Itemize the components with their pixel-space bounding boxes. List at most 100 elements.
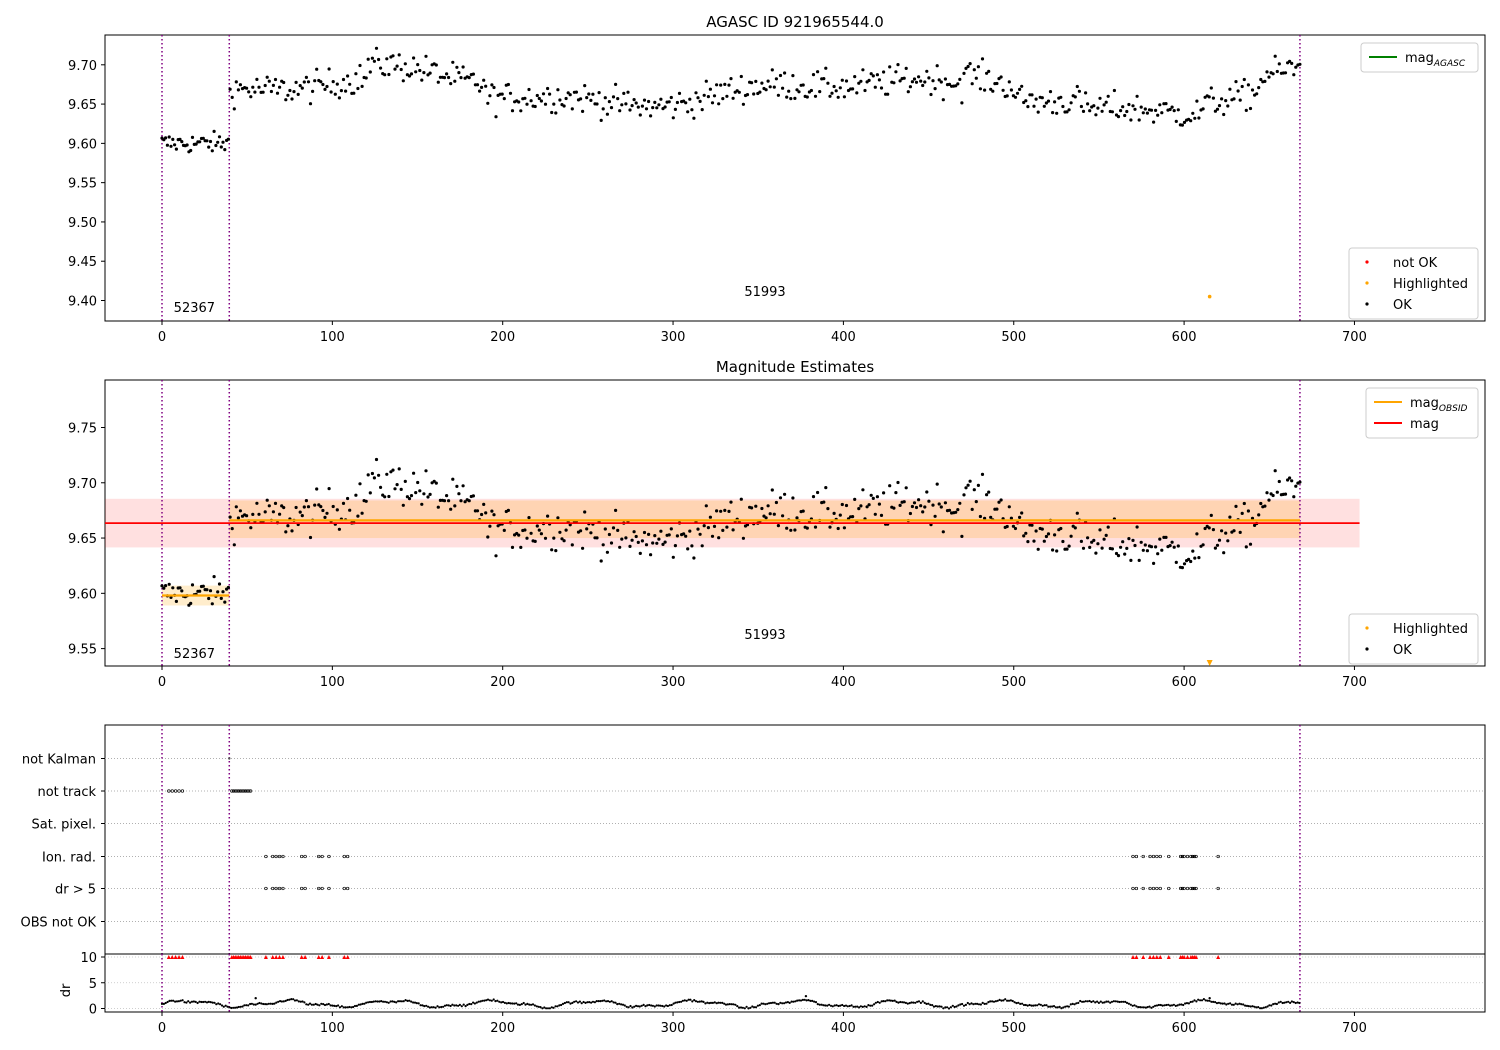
estimates-ok-point	[1244, 545, 1248, 549]
estimates-ok-point	[1139, 540, 1143, 544]
estimates-ok-point	[300, 514, 304, 518]
estimates-ok-point	[620, 537, 624, 541]
agasc-ok-point	[1053, 100, 1057, 104]
agasc-ok-point	[1149, 108, 1154, 112]
estimates-ok-point	[257, 512, 261, 516]
agasc-ok-point	[221, 140, 225, 144]
dr-point	[427, 1005, 430, 1008]
dr-point	[711, 1001, 715, 1005]
agasc-ok-point	[791, 74, 795, 78]
dr-point	[1120, 1000, 1123, 1003]
dr-point	[172, 999, 175, 1002]
dr-point	[164, 1001, 167, 1005]
dr-point	[998, 998, 1001, 1002]
agasc-ytick-label: 9.70	[68, 59, 97, 74]
agasc-ok-point	[568, 93, 572, 97]
estimates-ok-point	[428, 492, 432, 496]
agasc-ok-point	[533, 104, 537, 109]
dr-point	[1000, 999, 1003, 1002]
estimates-ok-point	[642, 530, 647, 535]
agasc-ok-point	[304, 75, 308, 79]
estimates-ok-point	[298, 510, 302, 514]
estimates-top-legend	[1365, 387, 1479, 439]
agasc-ok-point	[1005, 94, 1009, 98]
agasc-ok-point	[892, 81, 896, 85]
estimates-title: Magnitude Estimates	[716, 358, 874, 376]
estimates-bottom-legend-marker-1	[1365, 647, 1369, 651]
agasc-ok-point	[673, 107, 678, 111]
agasc-ok-point	[302, 80, 306, 84]
estimates-ok-point	[432, 479, 436, 483]
agasc-ok-point	[1215, 107, 1220, 111]
dr-point	[1178, 1003, 1181, 1006]
agasc-ok-point	[1201, 107, 1205, 111]
dr-point	[1092, 1000, 1095, 1003]
dr-point	[288, 998, 291, 1001]
dr-point	[335, 1005, 338, 1008]
flag-point	[1190, 854, 1195, 859]
dr-point	[1264, 1006, 1267, 1009]
estimates-ok-point	[700, 544, 704, 548]
estimates-ok-point	[160, 584, 164, 588]
dr-point	[953, 1005, 956, 1009]
agasc-ok-point	[995, 81, 999, 86]
agasc-ok-point	[624, 102, 628, 106]
dr-point	[217, 1002, 220, 1005]
dr-point	[505, 1002, 508, 1005]
dr-point	[680, 1000, 683, 1003]
dr-point	[1099, 1000, 1102, 1003]
dr-point	[698, 1000, 701, 1003]
dr-point	[262, 1002, 265, 1006]
estimates-ok-point	[234, 505, 238, 509]
dr-point	[1275, 1002, 1278, 1006]
estimates-ok-point	[1133, 543, 1137, 548]
agasc-ok-point	[581, 109, 585, 113]
agasc-ok-point	[1156, 113, 1160, 117]
dr-point	[168, 999, 171, 1003]
agasc-ok-point	[760, 81, 764, 85]
agasc-ok-point	[727, 83, 731, 87]
dr-capped-marker	[345, 955, 350, 959]
estimates-ok-point	[805, 526, 809, 530]
agasc-ok-point	[253, 90, 257, 94]
estimates-ok-point	[904, 486, 908, 490]
dr-point	[730, 1003, 733, 1006]
agasc-ok-point	[888, 65, 892, 69]
agasc-ok-point	[1209, 86, 1213, 90]
dr-point	[275, 1001, 278, 1004]
estimates-ok-point	[675, 534, 680, 538]
agasc-ok-point	[1077, 89, 1081, 93]
agasc-ok-point	[991, 89, 995, 93]
dr-point	[367, 1001, 370, 1004]
flag-point	[1185, 854, 1190, 859]
dr-point	[290, 998, 293, 1001]
estimates-ok-point	[208, 589, 213, 593]
dr-point	[458, 1003, 461, 1007]
estimates-ok-point	[533, 539, 537, 544]
agasc-ok-point	[539, 99, 544, 103]
estimates-ok-point	[308, 535, 313, 540]
flag-point	[300, 886, 304, 891]
agasc-ok-point	[1024, 99, 1028, 103]
agasc-ok-point	[925, 69, 929, 73]
agasc-ok-point	[1174, 119, 1178, 123]
dr-point	[987, 1001, 990, 1004]
dr-point	[522, 1001, 525, 1005]
dr-point	[723, 1002, 726, 1005]
estimates-ok-point	[1238, 530, 1242, 535]
agasc-ok-point	[1075, 84, 1079, 89]
agasc-ok-point	[461, 65, 465, 69]
estimates-ok-point	[475, 509, 480, 513]
estimates-ok-point	[795, 516, 799, 520]
agasc-ok-point	[1158, 103, 1162, 107]
agasc-ok-point	[167, 135, 171, 139]
dr-point	[865, 1005, 868, 1009]
dr-xtick-label-100: 100	[320, 1021, 345, 1036]
agasc-ok-point	[1055, 111, 1059, 115]
flag-point	[317, 886, 321, 891]
dr-point	[1097, 1001, 1100, 1005]
agasc-ok-point	[618, 109, 622, 113]
dr-point	[228, 1006, 231, 1009]
dr-point	[912, 1001, 915, 1004]
dr-point	[959, 1003, 962, 1006]
